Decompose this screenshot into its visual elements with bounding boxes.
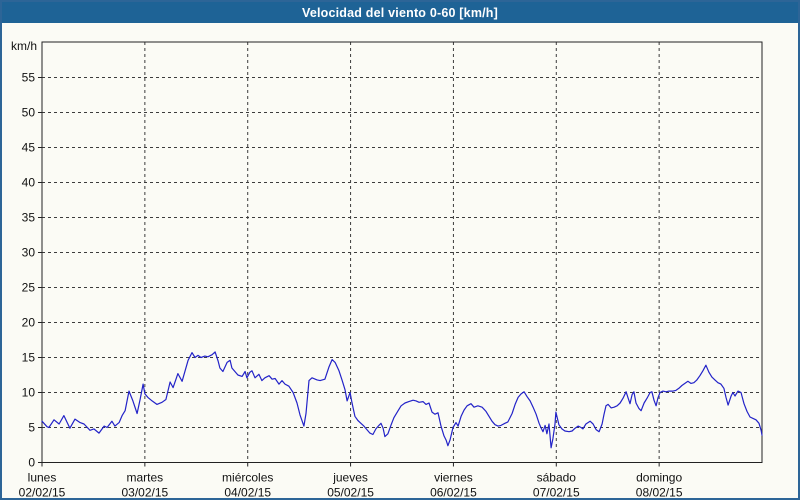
svg-text:06/02/15: 06/02/15 (430, 486, 477, 500)
svg-text:50: 50 (22, 106, 36, 120)
svg-text:20: 20 (22, 316, 36, 330)
svg-text:km/h: km/h (11, 39, 37, 53)
svg-text:miércoles: miércoles (222, 471, 273, 485)
svg-text:15: 15 (22, 351, 36, 365)
svg-text:03/02/15: 03/02/15 (121, 486, 168, 500)
svg-text:0: 0 (28, 456, 35, 470)
svg-text:martes: martes (127, 471, 164, 485)
svg-text:domingo: domingo (636, 471, 682, 485)
svg-text:25: 25 (22, 281, 36, 295)
svg-text:viernes: viernes (434, 471, 473, 485)
svg-text:30: 30 (22, 246, 36, 260)
svg-text:5: 5 (28, 421, 35, 435)
title-bar: Velocidad del viento 0-60 [km/h] (2, 2, 798, 23)
chart-title: Velocidad del viento 0-60 [km/h] (301, 5, 499, 20)
svg-text:lunes: lunes (28, 471, 57, 485)
svg-text:45: 45 (22, 141, 36, 155)
svg-text:40: 40 (22, 176, 36, 190)
svg-text:10: 10 (22, 386, 36, 400)
svg-text:04/02/15: 04/02/15 (224, 486, 271, 500)
svg-text:07/02/15: 07/02/15 (533, 486, 580, 500)
svg-text:sábado: sábado (537, 471, 577, 485)
svg-text:jueves: jueves (332, 471, 368, 485)
svg-text:02/02/15: 02/02/15 (19, 486, 66, 500)
svg-text:08/02/15: 08/02/15 (636, 486, 683, 500)
svg-text:55: 55 (22, 71, 36, 85)
svg-text:35: 35 (22, 211, 36, 225)
svg-text:05/02/15: 05/02/15 (327, 486, 374, 500)
